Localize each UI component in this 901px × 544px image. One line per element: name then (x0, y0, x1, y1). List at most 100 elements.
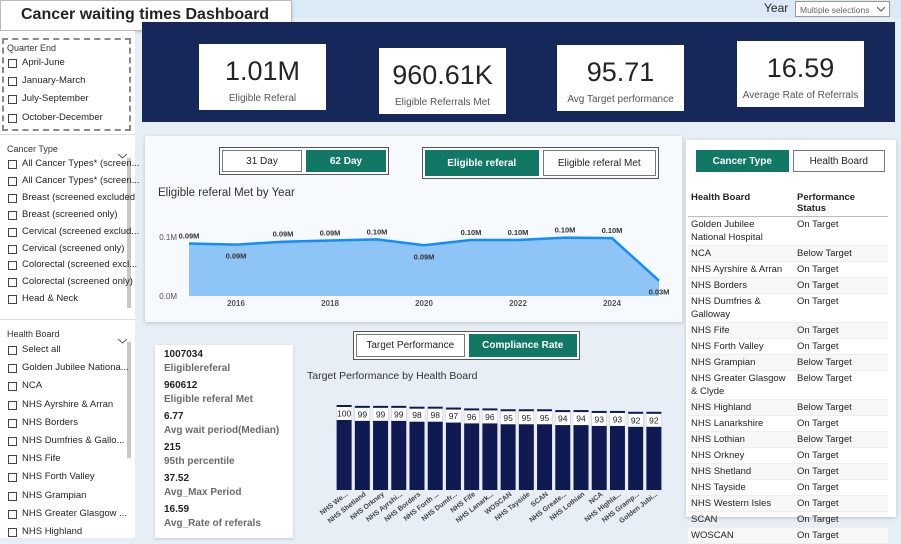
slicer-focus-border (2, 38, 131, 131)
toggle-button[interactable]: Target Performance (356, 334, 465, 357)
bar (518, 409, 534, 490)
data-label-box (373, 407, 389, 421)
slicer-item[interactable]: Golden Jubilee Nationa... (22, 362, 129, 374)
x-tick-label: NCA (588, 491, 604, 506)
slicer-item[interactable]: NHS Dumfries & Gallo... (22, 435, 125, 446)
slicer-checkbox[interactable] (8, 227, 17, 237)
slicer-checkbox[interactable] (8, 455, 17, 465)
slicer-item[interactable]: Colorectal (screened excl... (22, 259, 138, 271)
slicer-item[interactable]: NHS Borders (22, 416, 78, 428)
slicer-item[interactable]: NHS Fife (22, 453, 61, 465)
toggle-button[interactable]: 31 Day (222, 150, 302, 172)
slicer-item[interactable]: NHS Ayrshire & Arran (22, 398, 114, 410)
data-label-box (591, 412, 607, 426)
toggle-button[interactable]: Health Board (792, 150, 885, 172)
slicer-checkbox[interactable] (8, 418, 17, 428)
x-tick-label: NHS Dumfr... (421, 491, 459, 523)
stat-value: 1007034 (164, 349, 203, 360)
stat-label: Avg_Rate of referals (164, 518, 261, 529)
chart-title: Target Performance by Health Board (307, 370, 478, 382)
slicer-item[interactable]: Cervical (screened only) (22, 242, 125, 254)
slicer-item[interactable]: NHS Grampian (22, 489, 87, 501)
table-cell: NHS Lothian (688, 431, 794, 448)
data-label: 92 (649, 415, 659, 425)
table-row: NCA Below Target (688, 245, 888, 262)
slicer-item[interactable]: All Cancer Types* (screen... (22, 174, 140, 186)
year-dropdown[interactable]: Multiple selections (795, 1, 890, 17)
table-head: Health Board Performance Status (688, 190, 888, 217)
slicer-checkbox[interactable] (8, 95, 17, 105)
stat-value: 960612 (164, 380, 198, 391)
slicer-chevron (117, 146, 128, 159)
bar (646, 411, 662, 490)
slicer-checkbox[interactable] (8, 113, 17, 123)
slicer-checkbox[interactable] (8, 382, 17, 392)
table-cell: NHS Fife (688, 322, 794, 339)
toggle-button[interactable]: Eligible referal Met (542, 150, 656, 176)
x-tick-label: WOSCAN (484, 491, 513, 516)
kpi-label: Eligible Referal (228, 93, 297, 104)
slicer-checkbox[interactable] (8, 364, 17, 374)
slicer-item[interactable]: Breast (screened excluded (22, 191, 136, 203)
slicer-checkbox[interactable] (8, 210, 17, 220)
slicer-checkbox[interactable] (8, 295, 17, 305)
kpi-value: 1.01M (224, 56, 301, 86)
slicer-item[interactable]: Cervical (screened exclud... (22, 225, 140, 237)
slicer-item[interactable]: Colorectal (screened only) (22, 276, 133, 288)
toggle-button[interactable]: 62 Day (306, 150, 386, 172)
slicer-checkbox[interactable] (8, 244, 17, 254)
slicer-checkbox[interactable] (8, 473, 17, 483)
kpi-card: 960.61K Eligible Referrals Met (379, 48, 506, 114)
table-row: NHS Greater Glasgow & Clyde Below Target (688, 370, 888, 400)
toggle-button[interactable]: Cancer Type (696, 150, 789, 172)
x-tick-label: NHS Lothian (549, 491, 586, 522)
slicer-item[interactable]: NCA (22, 380, 43, 392)
table-cell: NHS Lanarkshire (688, 415, 794, 432)
slicer-item[interactable]: July-September (22, 93, 89, 105)
slicer-checkbox[interactable] (8, 400, 17, 410)
column-header[interactable]: Performance Status (794, 190, 888, 217)
slicer-checkbox[interactable] (8, 346, 17, 355)
slicer-checkbox[interactable] (8, 509, 17, 519)
slicer-checkbox[interactable] (8, 437, 17, 446)
table-row: NHS Highland Below Target (688, 399, 888, 416)
table-row: NHS Orkney On Target (688, 447, 888, 464)
scrollbar (127, 158, 131, 308)
bar (464, 408, 480, 490)
kpi-label: Eligible Referrals Met (394, 97, 491, 108)
slicer-checkbox[interactable] (8, 160, 17, 169)
slicer-item[interactable]: Breast (screened only) (22, 208, 118, 220)
slicer-item[interactable]: Select all (22, 344, 61, 355)
slicer-checkbox[interactable] (8, 261, 17, 271)
bar (391, 405, 407, 490)
slicer-checkbox[interactable] (8, 59, 17, 68)
stat-label: 95th percentile (164, 456, 235, 467)
toggle-button[interactable]: Eligible referal (425, 150, 539, 176)
slicer-checkbox[interactable] (8, 278, 17, 288)
slicer-checkbox[interactable] (8, 77, 17, 87)
slicer-checkbox[interactable] (8, 491, 17, 501)
slicer-item[interactable]: NHS Greater Glasgow ... (22, 507, 128, 519)
table-cell: Golden Jubilee National Hospital (688, 216, 794, 246)
stat-value: 16.59 (164, 504, 190, 515)
stat-label: Avg_Max Period (164, 487, 242, 498)
slicer-checkbox[interactable] (8, 176, 17, 186)
slicer-checkbox[interactable] (8, 528, 17, 537)
bar (555, 410, 571, 490)
table-cell: NHS Tayside (688, 479, 794, 496)
slicer-item[interactable]: NHS Highland (22, 526, 83, 537)
toggle-button[interactable]: Compliance Rate (468, 334, 577, 357)
bar (409, 406, 425, 490)
slicer-item[interactable]: April-June (22, 57, 65, 68)
table-cell: NHS Forth Valley (688, 338, 794, 355)
slicer-item[interactable]: January-March (22, 75, 86, 87)
data-label-box (573, 412, 589, 426)
slicer-checkbox[interactable] (8, 193, 17, 203)
table-cell: NHS Western Isles (688, 495, 794, 512)
slicer-item[interactable]: Head & Neck (22, 293, 78, 305)
column-header[interactable]: Health Board (688, 190, 794, 217)
slicer-item[interactable]: All Cancer Types* (screen... (22, 158, 140, 169)
kpi-value: 16.59 (766, 53, 835, 83)
slicer-item[interactable]: NHS Forth Valley (22, 471, 95, 483)
slicer-item[interactable]: October-December (22, 111, 103, 123)
